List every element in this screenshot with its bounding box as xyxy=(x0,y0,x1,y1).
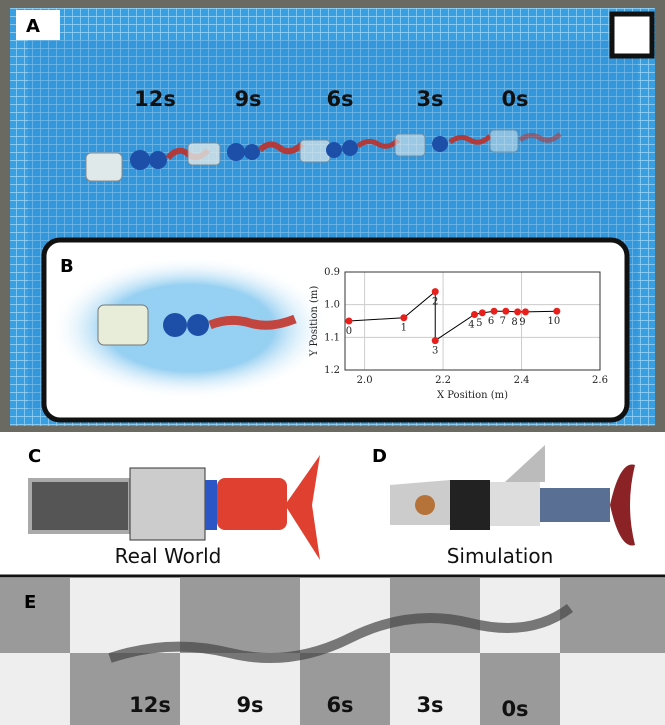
point-label: 9 xyxy=(519,317,525,328)
time-label: 6s xyxy=(326,693,353,717)
point xyxy=(514,308,521,315)
time-label: 9s xyxy=(234,87,261,111)
y-tick-label: 1.2 xyxy=(324,365,340,376)
x-tick-label: 2.0 xyxy=(357,375,373,386)
point-label: 3 xyxy=(432,346,438,357)
x-tick-label: 2.2 xyxy=(435,375,451,386)
point xyxy=(432,337,439,344)
marker xyxy=(612,14,652,56)
x-axis-label: X Position (m) xyxy=(437,390,508,401)
time-label: 3s xyxy=(416,693,443,717)
time-label: 3s xyxy=(416,87,443,111)
time-label: 12s xyxy=(129,693,171,717)
point xyxy=(479,309,486,316)
sim-robot xyxy=(390,445,635,546)
point-label: 7 xyxy=(500,316,506,327)
point xyxy=(553,308,560,315)
y-tick-label: 0.9 xyxy=(324,267,340,278)
panel-label: D xyxy=(372,446,387,467)
time-label: 12s xyxy=(134,87,176,111)
caption: Simulation xyxy=(447,544,554,568)
y-tick-label: 1.0 xyxy=(324,300,340,311)
panel-label: B xyxy=(60,256,74,277)
panel-label: C xyxy=(28,446,41,467)
point xyxy=(432,288,439,295)
point-label: 5 xyxy=(476,318,482,329)
point-label: 2 xyxy=(432,297,438,308)
point xyxy=(522,308,529,315)
time-label: 0s xyxy=(501,697,528,721)
point-label: 1 xyxy=(401,323,407,334)
point-label: 10 xyxy=(547,316,560,327)
panel-label: A xyxy=(26,16,40,37)
point xyxy=(345,318,352,325)
figure: A 12s 9s 6s 3s 0s B 0.9 1.0 1.1 1.2 2.0 2.2 2.… xyxy=(0,0,665,725)
point-label: 6 xyxy=(488,316,494,327)
y-axis-label: Y Position (m) xyxy=(309,286,320,358)
y-tick-label: 1.1 xyxy=(324,332,340,343)
x-tick-label: 2.6 xyxy=(592,375,608,386)
time-label: 9s xyxy=(236,693,263,717)
point-label: 4 xyxy=(468,319,474,330)
point-label: 8 xyxy=(511,317,517,328)
point xyxy=(502,308,509,315)
caption: Real World xyxy=(115,544,222,568)
time-label: 0s xyxy=(501,87,528,111)
point xyxy=(400,314,407,321)
point-label: 0 xyxy=(346,326,352,337)
x-tick-label: 2.4 xyxy=(514,375,530,386)
point xyxy=(491,308,498,315)
time-label: 6s xyxy=(326,87,353,111)
panel-label: E xyxy=(24,592,36,613)
